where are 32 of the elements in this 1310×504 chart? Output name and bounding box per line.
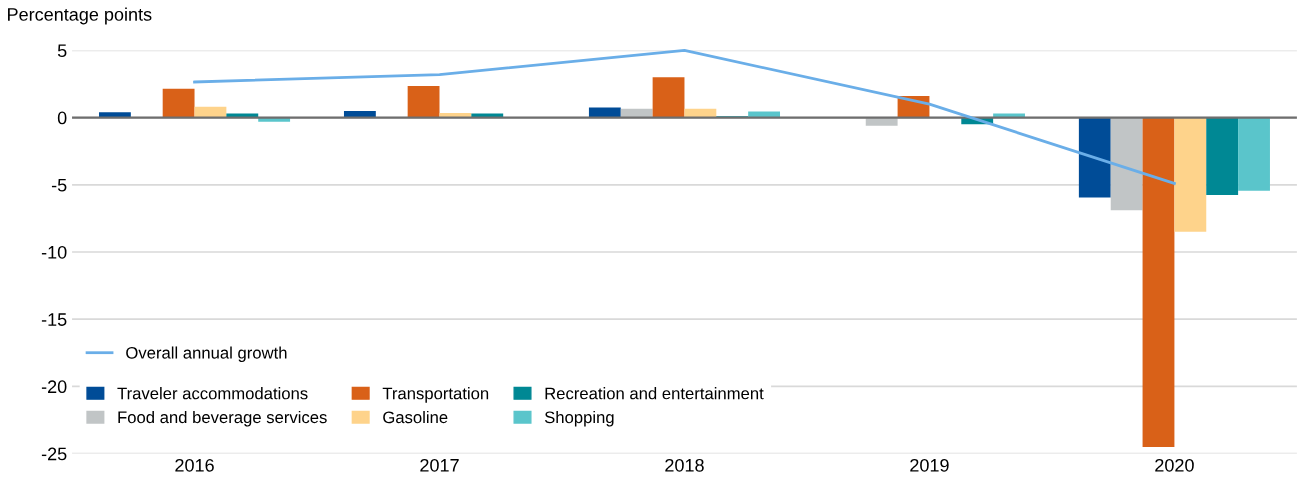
legend-label: Recreation and entertainment (545, 387, 764, 400)
y-tick-label: 5 (57, 44, 67, 58)
bar (1078, 117, 1111, 198)
bar (1174, 117, 1207, 232)
bar (407, 86, 440, 118)
legend-label: Shopping (544, 410, 614, 427)
bar (1206, 117, 1239, 195)
legend-label: Gasoline (383, 410, 448, 424)
x-tick-label: 2020 (1155, 458, 1194, 472)
x-tick-label: 2019 (910, 458, 949, 472)
x-tick-label: 2016 (175, 458, 214, 472)
y-tick-label: -20 (41, 380, 67, 394)
legend-label: Traveler accommodations (117, 387, 308, 400)
x-tick-label: 2017 (420, 458, 459, 472)
legend-label: Transportation (382, 387, 489, 403)
bar (588, 107, 621, 118)
bar (1110, 117, 1143, 211)
y-tick-label: -10 (41, 245, 67, 259)
y-tick-label: -15 (41, 313, 67, 326)
legend-label: Overall annual growth (126, 346, 287, 362)
y-tick-label: -25 (41, 447, 67, 461)
bar (1238, 117, 1270, 191)
legend-label: Food and beverage services (118, 410, 327, 427)
bar (652, 77, 685, 118)
y-axis-title: Percentage points (8, 7, 152, 25)
y-tick-label: 0 (57, 111, 67, 125)
bar (1142, 117, 1175, 447)
x-tick-label: 2018 (665, 458, 704, 472)
bar (162, 88, 195, 118)
bar (194, 106, 227, 118)
y-tick-label: -5 (51, 178, 67, 192)
line-series (193, 49, 1176, 185)
